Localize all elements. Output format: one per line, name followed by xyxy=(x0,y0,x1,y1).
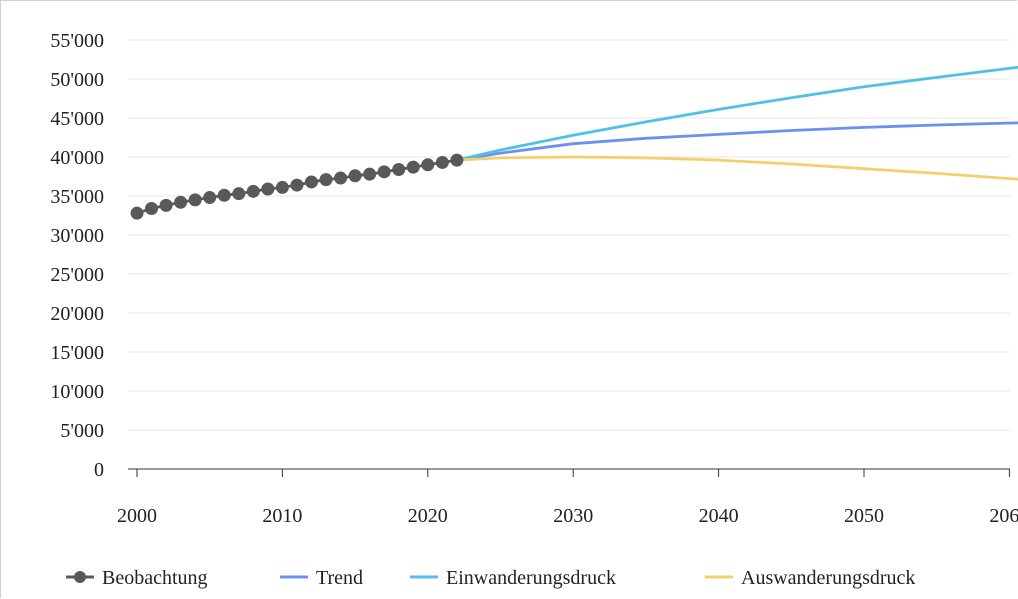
x-tick-label: 2010 xyxy=(262,505,302,527)
data-point-beobachtung xyxy=(246,184,260,198)
y-tick-label: 20'000 xyxy=(50,303,104,325)
legend-label: Trend xyxy=(316,567,363,589)
y-tick-label: 55'000 xyxy=(50,30,104,52)
data-point-beobachtung xyxy=(130,206,144,220)
data-point-beobachtung xyxy=(348,169,362,183)
legend-label: Beobachtung xyxy=(102,567,208,589)
y-tick-label: 5'000 xyxy=(60,420,104,442)
data-point-beobachtung xyxy=(392,162,406,176)
x-tick-label: 2050 xyxy=(844,505,884,527)
y-tick-label: 25'000 xyxy=(50,264,104,286)
data-point-beobachtung xyxy=(435,155,449,169)
data-point-beobachtung xyxy=(304,175,318,189)
x-tick-label: 2030 xyxy=(553,505,593,527)
legend-marker xyxy=(74,571,86,583)
legend-item-einwanderungsdruck: Einwanderungsdruck xyxy=(410,567,616,589)
legend-item-trend: Trend xyxy=(280,567,363,589)
data-point-beobachtung xyxy=(261,182,275,196)
x-tick-label: 2020 xyxy=(408,505,448,527)
data-point-beobachtung xyxy=(174,195,188,209)
series-line-einwanderungsdruck xyxy=(455,65,1018,162)
y-tick-label: 40'000 xyxy=(50,147,104,169)
data-point-beobachtung xyxy=(406,160,420,174)
y-tick-label: 45'000 xyxy=(50,108,104,130)
data-point-beobachtung xyxy=(319,173,333,187)
data-point-beobachtung xyxy=(188,193,202,207)
data-point-beobachtung xyxy=(334,171,348,185)
data-point-beobachtung xyxy=(217,188,231,202)
y-tick-label: 0 xyxy=(94,459,104,481)
y-tick-label: 50'000 xyxy=(50,69,104,91)
data-point-beobachtung xyxy=(363,167,377,181)
x-tick-label: 2040 xyxy=(699,505,739,527)
legend-label: Auswanderungsdruck xyxy=(741,567,915,589)
y-tick-label: 15'000 xyxy=(50,342,104,364)
data-point-beobachtung xyxy=(290,178,304,192)
data-point-beobachtung xyxy=(145,201,159,215)
legend-item-beobachtung: Beobachtung xyxy=(66,567,208,589)
x-tick-label: 2060 xyxy=(989,505,1018,527)
data-point-beobachtung xyxy=(421,158,435,172)
x-tick-label: 2000 xyxy=(117,505,157,527)
y-tick-label: 10'000 xyxy=(50,381,104,403)
series-line-trend xyxy=(455,121,1018,162)
y-tick-label: 30'000 xyxy=(50,225,104,247)
data-point-beobachtung xyxy=(159,198,173,212)
data-point-beobachtung xyxy=(203,191,217,205)
data-point-beobachtung xyxy=(275,180,289,194)
data-point-beobachtung xyxy=(232,187,246,201)
series-line-auswanderungsdruck xyxy=(455,155,1018,181)
data-point-beobachtung xyxy=(377,165,391,179)
data-point-beobachtung xyxy=(450,153,464,167)
y-tick-label: 35'000 xyxy=(50,186,104,208)
legend-item-auswanderungsdruck: Auswanderungsdruck xyxy=(705,567,915,589)
legend-label: Einwanderungsdruck xyxy=(446,567,616,589)
